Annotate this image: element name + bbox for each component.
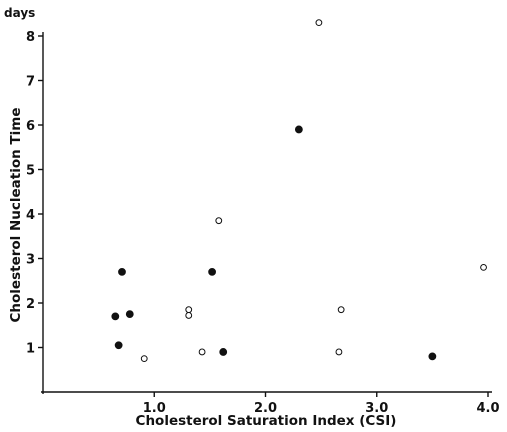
- y-unit-label: days: [4, 6, 35, 20]
- data-point-filled: [428, 352, 437, 361]
- data-point-open: [480, 264, 487, 271]
- data-point-open: [185, 306, 193, 314]
- y-ticks: 1 2 3 4 5 6 7 8: [26, 30, 43, 357]
- data-point-open: [337, 306, 345, 314]
- x-tick-label: 4.0: [476, 401, 499, 416]
- y-tick-label: 4: [26, 208, 35, 223]
- data-point-filled: [125, 310, 134, 319]
- data-point-filled: [114, 341, 123, 350]
- data-point-open: [315, 19, 323, 27]
- y-axis-title: Cholesterol Nucleation Time: [8, 107, 24, 322]
- data-point-open: [185, 312, 193, 319]
- x-axis-title: Cholesterol Saturation Index (CSI): [136, 413, 397, 429]
- y-tick-label: 1: [26, 342, 35, 357]
- y-tick-label: 7: [26, 75, 35, 90]
- y-tick-label: 5: [26, 164, 35, 179]
- data-point-open: [140, 355, 148, 363]
- y-tick-label: 3: [26, 253, 35, 268]
- data-point-open: [335, 348, 343, 356]
- axes: [41, 32, 492, 394]
- data-points: [111, 19, 487, 363]
- data-point-open: [215, 217, 223, 225]
- x-tick-label: 2.0: [254, 401, 277, 416]
- y-tick-label: 6: [26, 119, 35, 134]
- x-tick-label: 3.0: [365, 401, 388, 416]
- data-point-filled: [219, 348, 228, 356]
- data-point-filled: [294, 125, 303, 134]
- data-point-filled: [208, 267, 217, 276]
- y-tick-label: 2: [26, 297, 35, 312]
- data-point-filled: [111, 312, 120, 321]
- data-point-open: [198, 348, 206, 356]
- y-tick-label: 8: [26, 30, 35, 45]
- data-point-filled: [118, 267, 126, 276]
- x-ticks: 1.0 2.0 3.0 4.0: [143, 392, 500, 416]
- x-tick-label: 1.0: [143, 401, 166, 416]
